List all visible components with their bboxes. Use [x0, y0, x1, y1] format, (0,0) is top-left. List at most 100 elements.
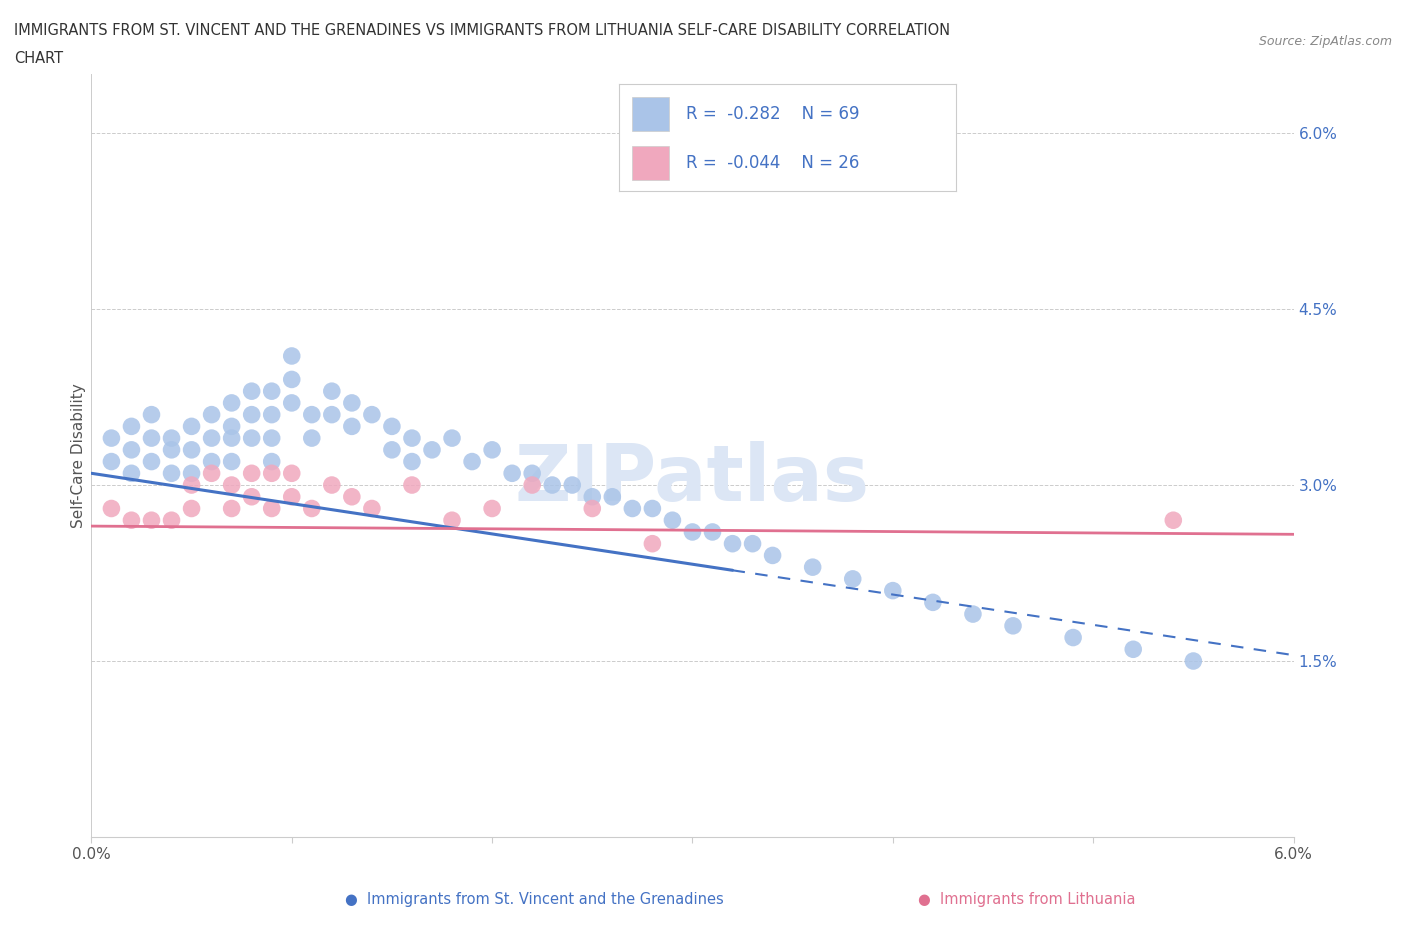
- Point: [762, 548, 785, 563]
- Point: [841, 571, 863, 586]
- Text: ZIPatlas: ZIPatlas: [515, 441, 870, 516]
- Point: [281, 489, 304, 504]
- Point: [581, 501, 603, 516]
- Point: [141, 512, 163, 527]
- Point: [360, 407, 382, 422]
- Point: [121, 418, 143, 433]
- Point: [201, 431, 224, 445]
- Point: [180, 478, 202, 493]
- Point: [301, 407, 323, 422]
- Point: [581, 489, 603, 504]
- Text: ●  Immigrants from Lithuania: ● Immigrants from Lithuania: [918, 892, 1135, 907]
- Point: [240, 489, 263, 504]
- Point: [180, 418, 202, 433]
- Point: [121, 466, 143, 481]
- Point: [301, 431, 323, 445]
- Point: [321, 478, 343, 493]
- Point: [240, 407, 263, 422]
- Text: ●  Immigrants from St. Vincent and the Grenadines: ● Immigrants from St. Vincent and the Gr…: [344, 892, 724, 907]
- Point: [160, 466, 183, 481]
- Point: [801, 560, 824, 575]
- Point: [481, 443, 503, 458]
- Point: [1161, 512, 1184, 527]
- Bar: [633, 146, 669, 180]
- Point: [100, 501, 122, 516]
- Point: [481, 501, 503, 516]
- Point: [702, 525, 724, 539]
- Point: [401, 478, 423, 493]
- Point: [661, 512, 683, 527]
- Point: [721, 537, 744, 551]
- Point: [221, 478, 243, 493]
- Point: [501, 466, 523, 481]
- Point: [121, 443, 143, 458]
- Point: [1182, 654, 1205, 669]
- Point: [340, 489, 363, 504]
- Point: [221, 395, 243, 410]
- Point: [180, 466, 202, 481]
- Point: [461, 454, 484, 469]
- Point: [160, 431, 183, 445]
- Point: [260, 384, 283, 399]
- Point: [602, 489, 624, 504]
- Point: [141, 454, 163, 469]
- Point: [520, 466, 543, 481]
- Point: [741, 537, 763, 551]
- Point: [100, 431, 122, 445]
- Point: [321, 407, 343, 422]
- Point: [221, 501, 243, 516]
- Point: [520, 478, 543, 493]
- Point: [260, 501, 283, 516]
- Point: [420, 443, 443, 458]
- Point: [621, 501, 644, 516]
- Point: [882, 583, 904, 598]
- Y-axis label: Self-Care Disability: Self-Care Disability: [70, 383, 86, 528]
- Point: [681, 525, 703, 539]
- Point: [541, 478, 564, 493]
- Bar: [633, 97, 669, 131]
- Text: IMMIGRANTS FROM ST. VINCENT AND THE GRENADINES VS IMMIGRANTS FROM LITHUANIA SELF: IMMIGRANTS FROM ST. VINCENT AND THE GREN…: [14, 23, 950, 38]
- Point: [260, 454, 283, 469]
- Point: [641, 537, 664, 551]
- Point: [240, 384, 263, 399]
- Point: [240, 431, 263, 445]
- Point: [1001, 618, 1024, 633]
- Point: [281, 395, 304, 410]
- Point: [201, 466, 224, 481]
- Point: [260, 407, 283, 422]
- Point: [221, 418, 243, 433]
- Point: [561, 478, 583, 493]
- Point: [180, 501, 202, 516]
- Point: [141, 431, 163, 445]
- Point: [141, 407, 163, 422]
- Point: [281, 349, 304, 364]
- Point: [160, 443, 183, 458]
- Text: CHART: CHART: [14, 51, 63, 66]
- Point: [201, 407, 224, 422]
- Point: [340, 395, 363, 410]
- Point: [301, 501, 323, 516]
- Text: R =  -0.044    N = 26: R = -0.044 N = 26: [686, 153, 859, 172]
- Point: [160, 512, 183, 527]
- Point: [100, 454, 122, 469]
- Point: [260, 466, 283, 481]
- Point: [401, 431, 423, 445]
- Point: [221, 431, 243, 445]
- Point: [180, 443, 202, 458]
- Text: R =  -0.282    N = 69: R = -0.282 N = 69: [686, 105, 859, 123]
- Point: [440, 512, 463, 527]
- Point: [962, 606, 984, 621]
- Point: [321, 384, 343, 399]
- Point: [260, 431, 283, 445]
- Text: Source: ZipAtlas.com: Source: ZipAtlas.com: [1258, 35, 1392, 48]
- Point: [340, 418, 363, 433]
- Point: [1122, 642, 1144, 657]
- Point: [221, 454, 243, 469]
- Point: [281, 372, 304, 387]
- Point: [381, 418, 404, 433]
- Point: [401, 454, 423, 469]
- Point: [1062, 631, 1084, 645]
- Point: [121, 512, 143, 527]
- Point: [440, 431, 463, 445]
- Point: [281, 466, 304, 481]
